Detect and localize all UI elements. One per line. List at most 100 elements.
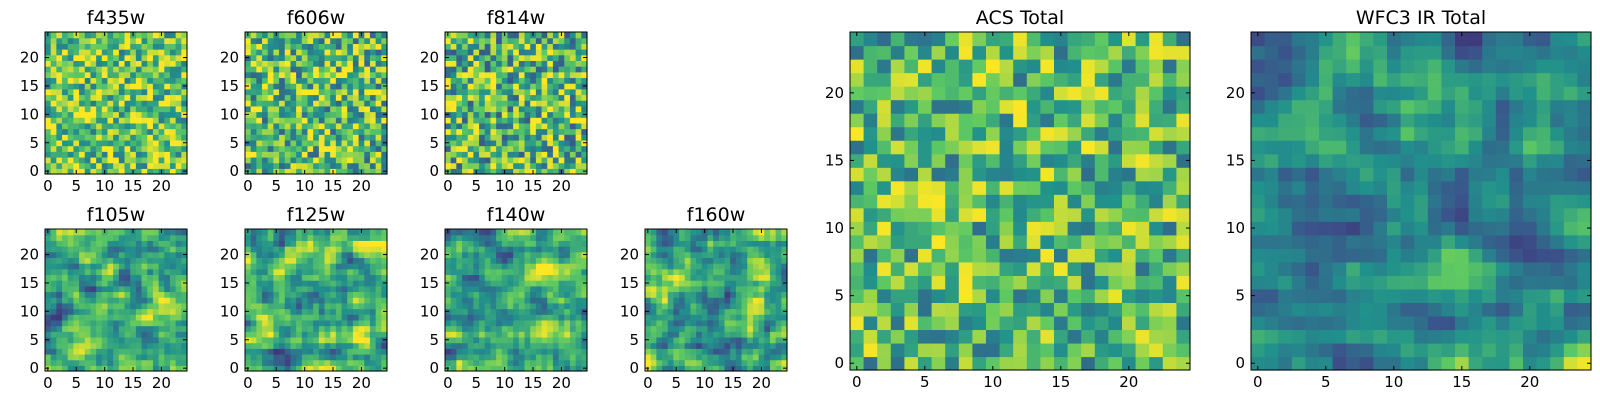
heatmap-cell: [445, 117, 452, 124]
heatmap-cell: [96, 302, 103, 310]
heatmap-cell: [501, 325, 509, 332]
heatmap-cell: [169, 122, 177, 130]
heatmap-cell: [341, 234, 348, 241]
heatmap-cell: [718, 319, 726, 327]
heatmap-cell: [684, 285, 692, 293]
heatmap-cell: [462, 54, 469, 61]
heatmap-cell: [656, 297, 663, 304]
heatmap-cell: [450, 319, 457, 327]
heatmap-cell: [547, 88, 554, 96]
heatmap-cell: [575, 66, 582, 73]
heatmap-cell: [256, 263, 263, 270]
heatmap-cell: [1176, 167, 1191, 182]
heatmap-cell: [324, 83, 331, 90]
heatmap-cell: [877, 342, 892, 358]
heatmap-cell: [90, 77, 97, 84]
heatmap-cell: [564, 168, 571, 175]
heatmap-cell: [986, 221, 1001, 236]
heatmap-cell: [318, 32, 326, 39]
heatmap-cell: [645, 263, 652, 270]
heatmap-cell: [181, 359, 188, 366]
heatmap-cell: [290, 151, 297, 158]
heatmap-cell: [877, 221, 892, 236]
heatmap-cell: [62, 263, 69, 270]
heatmap-cell: [62, 280, 69, 287]
heatmap-cell: [90, 32, 97, 39]
heatmap-cell: [467, 54, 474, 61]
heatmap-cell: [473, 257, 480, 264]
heatmap-cell: [958, 221, 973, 236]
heatmap-cell: [364, 251, 371, 258]
heatmap-cell: [152, 353, 160, 361]
heatmap-cell: [450, 168, 457, 175]
heatmap-cell: [375, 251, 382, 258]
heatmap-cell: [256, 105, 263, 113]
heatmap-cell: [56, 280, 63, 287]
heatmap-cell: [273, 302, 280, 310]
heatmap-cell: [518, 336, 526, 344]
heatmap-cell: [1013, 167, 1028, 182]
heatmap-cell: [541, 151, 548, 158]
heatmap-cell: [369, 263, 377, 270]
heatmap-cell: [507, 156, 514, 164]
heatmap-cell: [473, 43, 480, 50]
heatmap-cell: [250, 71, 257, 79]
heatmap-cell: [558, 145, 565, 152]
heatmap-cell: [535, 229, 543, 236]
heatmap-cell: [513, 359, 520, 366]
heatmap-cell: [958, 167, 973, 182]
heatmap-cell: [558, 122, 565, 130]
heatmap-cell: [313, 94, 320, 101]
heatmap-cell: [575, 353, 582, 361]
heatmap-cell: [158, 268, 165, 276]
heatmap-cell: [164, 302, 171, 310]
heatmap-cell: [107, 348, 114, 355]
heatmap-cell: [284, 229, 292, 236]
heatmap-cell: [124, 32, 131, 39]
heatmap-cell: [530, 291, 537, 298]
heatmap-cell: [530, 353, 537, 361]
heatmap-cell: [758, 240, 765, 247]
heatmap-cell: [381, 353, 388, 361]
heatmap-cell: [541, 325, 548, 332]
heatmap-cell: [330, 94, 337, 101]
heatmap-cell: [118, 348, 126, 355]
heatmap-cell: [347, 353, 354, 361]
heatmap-cell: [369, 139, 377, 147]
heatmap-cell: [541, 240, 548, 247]
heatmap-cell: [696, 365, 703, 372]
heatmap-cell: [267, 297, 274, 304]
heatmap-cell: [284, 145, 292, 152]
heatmap-cell: [62, 319, 69, 327]
heatmap-cell: [707, 234, 714, 241]
heatmap-cell: [558, 353, 565, 361]
heatmap-cell: [1122, 221, 1137, 236]
heatmap-cell: [141, 117, 148, 124]
heatmap-cell: [364, 77, 371, 84]
heatmap-cell: [301, 246, 309, 253]
heatmap-cell: [324, 246, 331, 253]
heatmap-cell: [679, 325, 686, 332]
heatmap-cell: [569, 43, 577, 50]
heatmap-cell: [513, 111, 520, 118]
heatmap-cell: [101, 117, 109, 124]
heatmap-cell: [341, 348, 348, 355]
heatmap-cell: [1040, 315, 1055, 331]
heatmap-cell: [781, 234, 788, 241]
heatmap-cell: [581, 353, 588, 361]
heatmap-cell: [775, 325, 782, 332]
heatmap-cell: [724, 365, 731, 372]
heatmap-cell: [707, 280, 714, 287]
heatmap-cell: [147, 100, 154, 107]
heatmap-cell: [279, 274, 286, 281]
heatmap-cell: [518, 359, 526, 366]
heatmap-cell: [147, 60, 154, 67]
heatmap-cell: [679, 263, 686, 270]
heatmap-cell: [352, 60, 360, 67]
heatmap-cell: [101, 297, 109, 304]
heatmap-cell: [479, 117, 486, 124]
heatmap-cell: [547, 291, 554, 298]
heatmap-cell: [490, 94, 497, 101]
heatmap-cell: [999, 261, 1014, 276]
heatmap-cell: [1135, 234, 1150, 249]
